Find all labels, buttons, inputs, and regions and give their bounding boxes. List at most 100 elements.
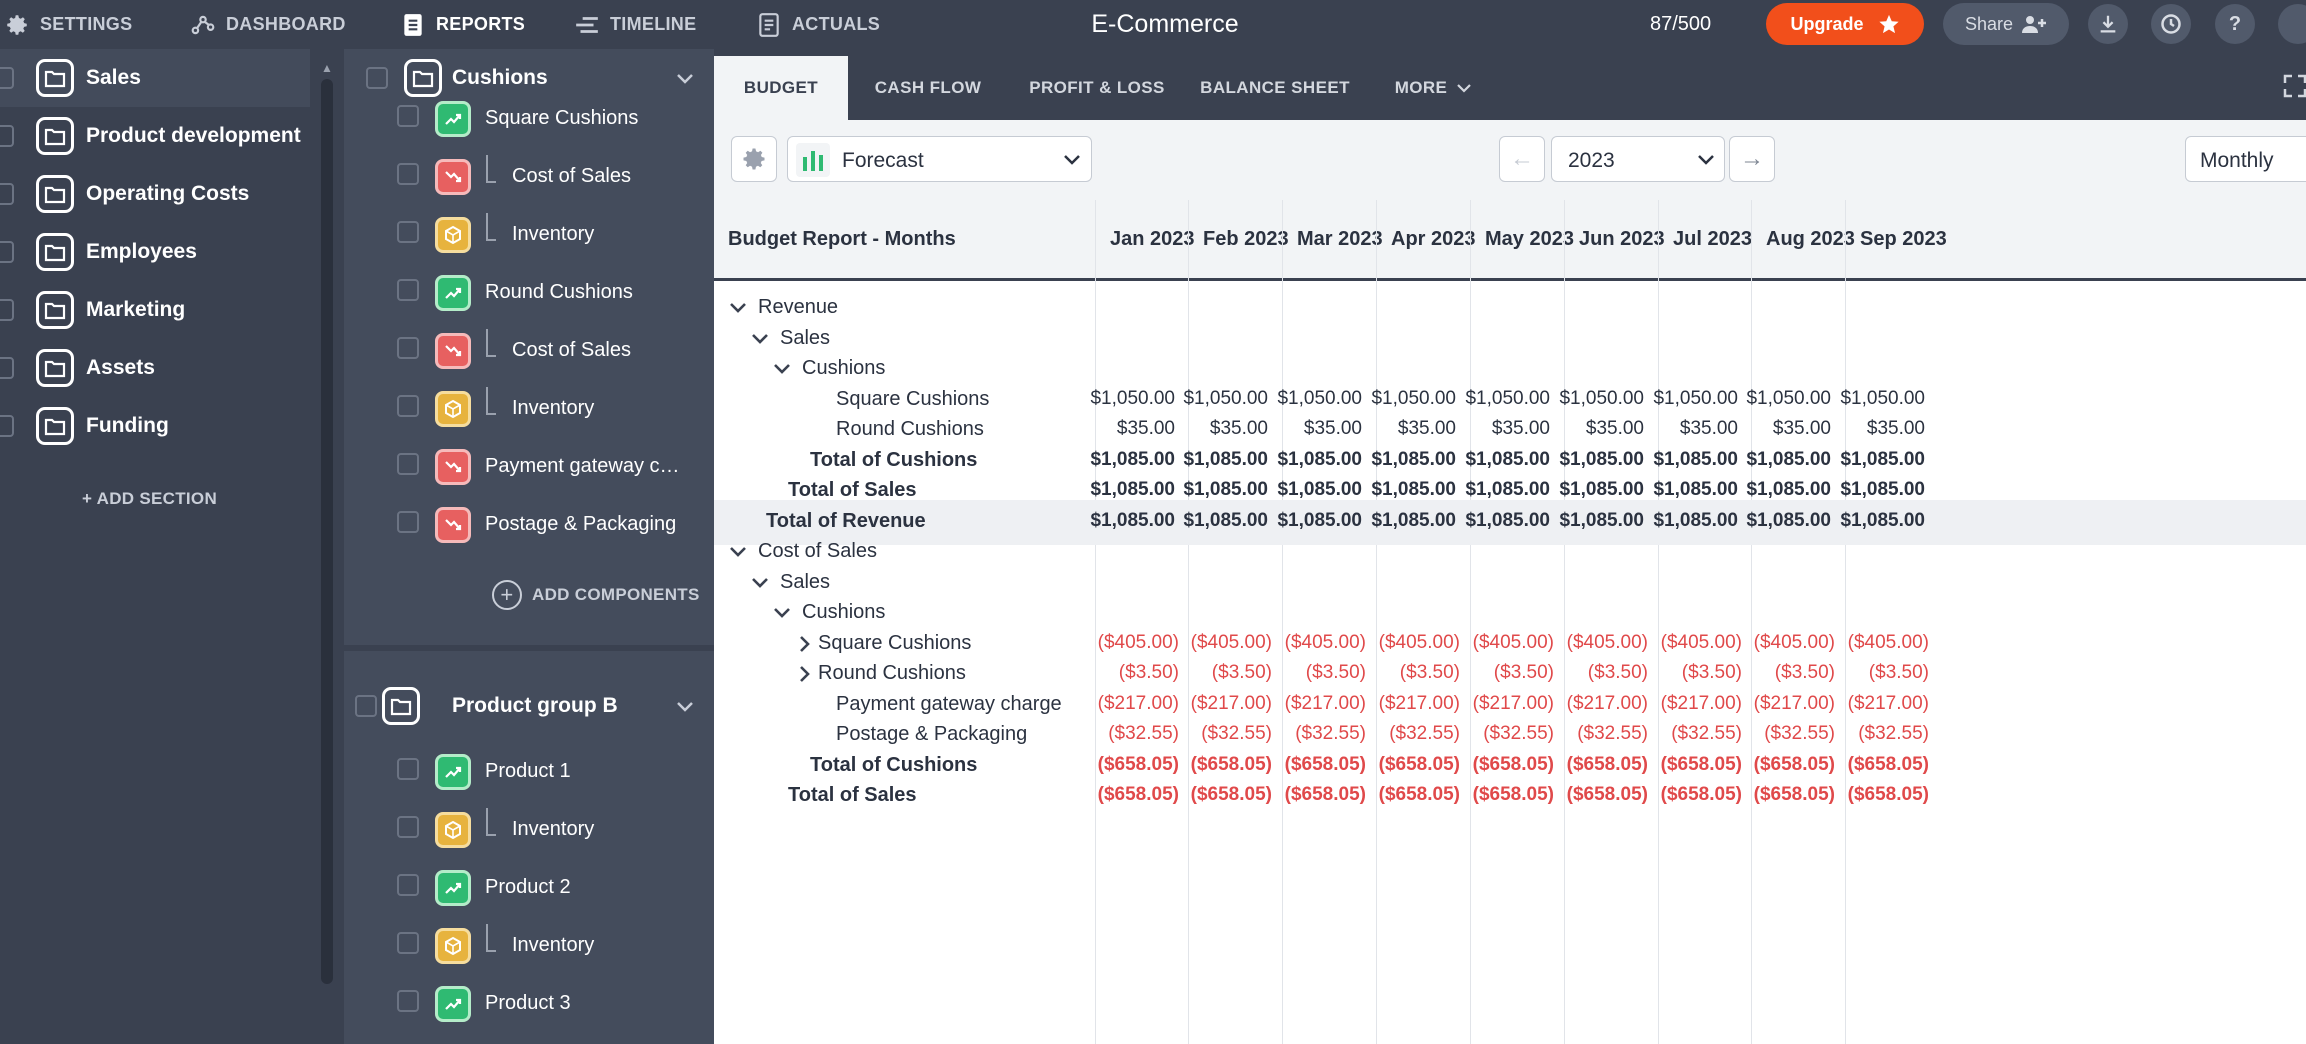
value-cell[interactable]: $1,085.00 <box>1090 448 1175 470</box>
value-cell[interactable]: $1,085.00 <box>1465 448 1550 470</box>
value-cell[interactable]: $1,050.00 <box>1840 387 1925 409</box>
chevron-right-icon[interactable] <box>794 634 814 654</box>
value-cell[interactable]: ($658.05) <box>1284 784 1366 805</box>
value-cell[interactable]: ($3.50) <box>1118 662 1179 683</box>
value-cell[interactable]: $1,085.00 <box>1653 509 1738 531</box>
table-row[interactable]: Total of Cushions $1,085.00 $1,085.00 $1,08… <box>714 439 2306 484</box>
value-cell[interactable]: ($658.05) <box>1566 784 1648 805</box>
value-cell[interactable]: ($658.05) <box>1284 753 1366 775</box>
next-year-button[interactable]: → <box>1729 136 1775 182</box>
value-cell[interactable]: ($217.00) <box>1190 692 1272 714</box>
chevron-down-icon[interactable] <box>728 298 748 318</box>
value-cell[interactable]: ($405.00) <box>1753 631 1835 653</box>
value-cell[interactable]: $1,085.00 <box>1277 448 1362 470</box>
scroll-up-arrow[interactable]: ▲ <box>321 61 333 75</box>
value-cell[interactable]: ($32.55) <box>1577 723 1648 744</box>
value-cell[interactable]: ($217.00) <box>1097 692 1179 714</box>
value-cell[interactable]: $1,085.00 <box>1559 509 1644 531</box>
value-cell[interactable]: $1,050.00 <box>1183 387 1268 409</box>
download-button[interactable] <box>2088 4 2128 44</box>
value-cell[interactable]: ($32.55) <box>1108 723 1179 744</box>
value-cell[interactable]: $1,085.00 <box>1746 448 1831 470</box>
value-cell[interactable]: ($217.00) <box>1566 692 1648 714</box>
nav-reports[interactable]: REPORTS <box>400 0 525 49</box>
value-cell[interactable]: ($405.00) <box>1378 631 1460 653</box>
section-checkbox[interactable] <box>0 299 14 321</box>
component-row[interactable]: Cost of Sales <box>344 151 714 208</box>
component-checkbox[interactable] <box>397 163 419 185</box>
value-cell[interactable]: ($658.05) <box>1472 753 1554 775</box>
chevron-down-icon[interactable] <box>772 603 792 623</box>
nav-dashboard[interactable]: DASHBOARD <box>190 0 346 49</box>
value-cell[interactable]: ($3.50) <box>1587 662 1648 683</box>
value-cell[interactable]: ($658.05) <box>1566 753 1648 775</box>
component-checkbox[interactable] <box>397 816 419 838</box>
value-cell[interactable]: ($32.55) <box>1201 723 1272 744</box>
component-checkbox[interactable] <box>397 932 419 954</box>
value-cell[interactable]: ($32.55) <box>1858 723 1929 744</box>
history-button[interactable] <box>2151 4 2191 44</box>
chevron-down-icon[interactable] <box>772 359 792 379</box>
section-checkbox[interactable] <box>0 241 14 263</box>
value-cell[interactable]: ($658.05) <box>1097 753 1179 775</box>
value-cell[interactable]: $1,050.00 <box>1559 387 1644 409</box>
value-cell[interactable]: $1,085.00 <box>1465 479 1550 500</box>
chevron-down-icon[interactable] <box>750 573 770 593</box>
value-cell[interactable]: $1,085.00 <box>1371 509 1456 531</box>
value-cell[interactable]: $1,085.00 <box>1371 479 1456 500</box>
value-cell[interactable]: $1,085.00 <box>1746 479 1831 500</box>
chevron-down-icon[interactable] <box>674 695 696 717</box>
value-cell[interactable]: $1,085.00 <box>1559 479 1644 500</box>
group-checkbox[interactable] <box>355 695 377 717</box>
value-cell[interactable]: ($405.00) <box>1566 631 1648 653</box>
tab-cash-flow[interactable]: CASH FLOW <box>874 78 982 97</box>
share-button[interactable]: Share <box>1943 3 2069 45</box>
table-row[interactable]: Cushions <box>714 591 2306 636</box>
sidebar-item[interactable]: Funding <box>0 397 310 455</box>
nav-settings[interactable]: SETTINGS <box>4 0 132 49</box>
component-row[interactable]: Square Cushions <box>344 93 714 150</box>
component-row[interactable]: Round Cushions <box>344 267 714 324</box>
component-checkbox[interactable] <box>397 511 419 533</box>
value-cell[interactable]: $1,085.00 <box>1559 448 1644 470</box>
scroll-thumb[interactable] <box>321 79 333 984</box>
table-row[interactable]: Total of Sales $1,085.00 $1,085.00 $1,085.0… <box>714 469 2306 514</box>
component-checkbox[interactable] <box>397 990 419 1012</box>
table-row[interactable]: Cushions <box>714 347 2306 392</box>
value-cell[interactable]: ($658.05) <box>1378 784 1460 805</box>
component-row[interactable]: Inventory <box>344 383 714 440</box>
value-cell[interactable]: $35.00 <box>1116 418 1175 439</box>
previous-year-button[interactable]: ← <box>1499 136 1545 182</box>
component-checkbox[interactable] <box>397 221 419 243</box>
component-row[interactable]: Cost of Sales <box>344 325 714 382</box>
value-cell[interactable]: $1,085.00 <box>1183 479 1268 500</box>
sidebar-item[interactable]: Assets <box>0 339 310 397</box>
table-row[interactable]: Square Cushions $1,050.00 $1,050.00 $1,050.… <box>714 378 2306 423</box>
sidebar-item[interactable]: Sales <box>0 49 310 107</box>
nav-timeline[interactable]: TIMELINE <box>574 0 696 49</box>
value-cell[interactable]: $1,085.00 <box>1746 509 1831 531</box>
table-row[interactable]: Revenue <box>714 286 2306 331</box>
value-cell[interactable]: $35.00 <box>1303 418 1362 439</box>
value-cell[interactable]: $1,085.00 <box>1653 448 1738 470</box>
value-cell[interactable]: $35.00 <box>1491 418 1550 439</box>
value-cell[interactable]: ($3.50) <box>1868 662 1929 683</box>
component-row[interactable]: Payment gateway c… <box>344 441 714 498</box>
chevron-down-icon[interactable] <box>728 542 748 562</box>
section-checkbox[interactable] <box>0 67 14 89</box>
component-checkbox[interactable] <box>397 337 419 359</box>
value-cell[interactable]: $35.00 <box>1679 418 1738 439</box>
component-row[interactable]: Postage & Packaging <box>344 499 714 556</box>
value-cell[interactable]: ($217.00) <box>1284 692 1366 714</box>
tab-budget[interactable]: BUDGET <box>714 56 848 120</box>
tab-balance-sheet[interactable]: BALANCE SHEET <box>1200 78 1350 97</box>
value-cell[interactable]: $35.00 <box>1585 418 1644 439</box>
table-row[interactable]: Payment gateway charge ($217.00) ($217.00)… <box>714 683 2306 728</box>
value-cell[interactable]: ($405.00) <box>1097 631 1179 653</box>
value-cell[interactable]: $1,085.00 <box>1653 479 1738 500</box>
value-cell[interactable]: $1,050.00 <box>1465 387 1550 409</box>
value-cell[interactable]: ($658.05) <box>1660 753 1742 775</box>
section-checkbox[interactable] <box>0 357 14 379</box>
value-cell[interactable]: ($658.05) <box>1190 784 1272 805</box>
value-cell[interactable]: ($3.50) <box>1493 662 1554 683</box>
